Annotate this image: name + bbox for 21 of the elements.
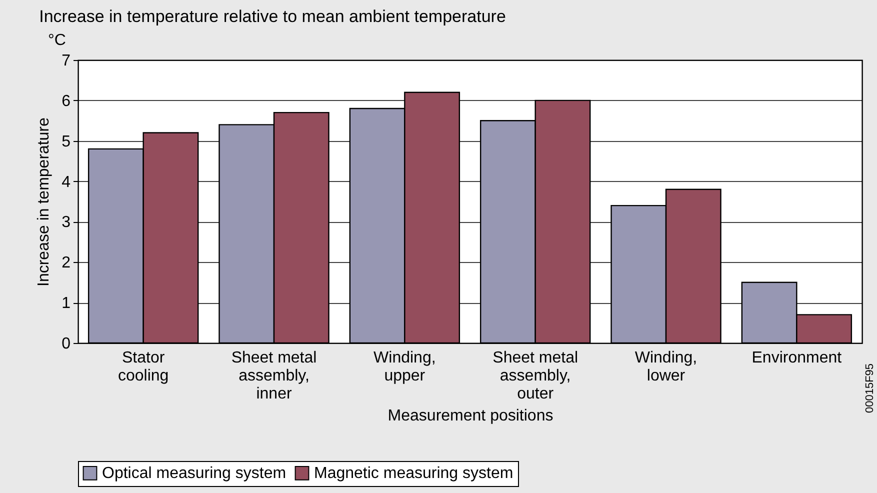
legend-label: Optical measuring system <box>102 465 286 482</box>
y-tick-label: 7 <box>62 52 71 70</box>
y-tick-label: 1 <box>62 295 71 312</box>
y-axis-title: Increase in temperature <box>36 117 53 286</box>
y-tick-label: 0 <box>62 336 71 352</box>
x-tick-label: Stator cooling <box>118 350 169 384</box>
y-tick-label: 3 <box>62 214 71 232</box>
x-tick-label: Winding, upper <box>374 350 436 384</box>
text: °C <box>48 32 66 49</box>
legend-label: Magnetic measuring system <box>314 465 514 482</box>
y-tick-label: 5 <box>62 133 71 150</box>
chart-title: Increase in temperature relative to mean ambient temperature <box>39 7 506 26</box>
x-tick-label: Sheet metal assembly, inner <box>231 350 317 402</box>
text: 00015F95 <box>864 363 876 413</box>
x-tick-label: Environment <box>752 350 842 366</box>
x-tick-label: Sheet metal assembly, outer <box>492 350 578 402</box>
x-tick-label: Winding, lower <box>634 350 698 384</box>
y-tick-label: 6 <box>62 92 71 110</box>
x-axis-title: Measurement positions <box>388 408 554 424</box>
y-tick-label: 2 <box>62 254 71 272</box>
y-tick-label: 4 <box>62 174 71 191</box>
